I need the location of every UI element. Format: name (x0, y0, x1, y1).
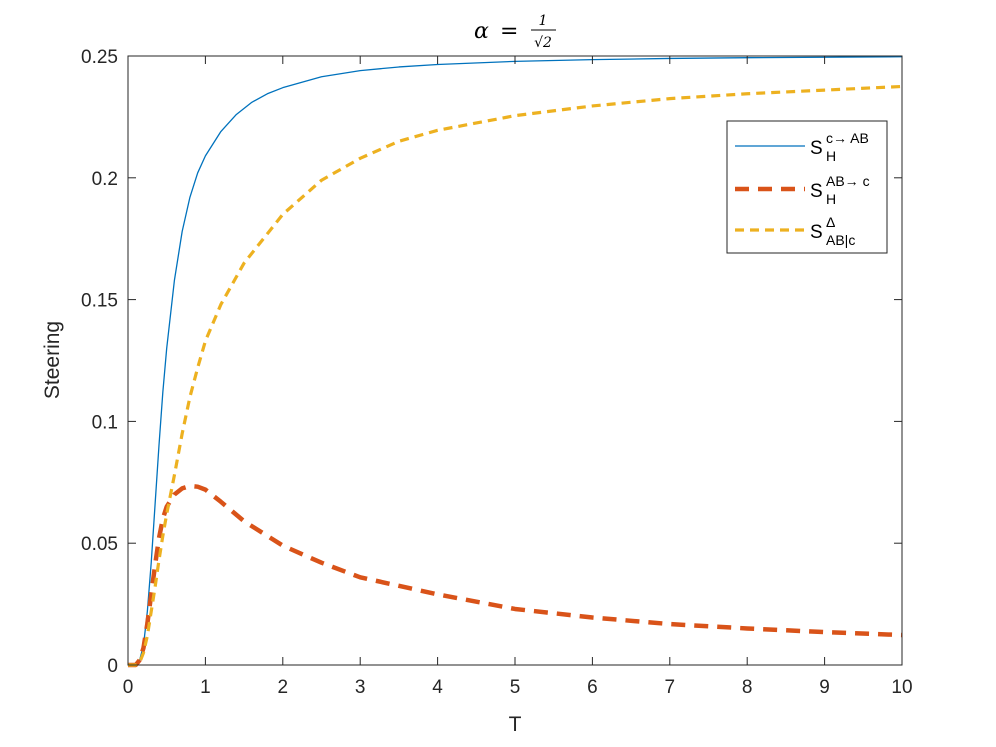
y-tick-label: 0.25 (81, 47, 118, 68)
x-tick-label: 5 (510, 677, 521, 698)
x-axis-label: T (509, 713, 522, 736)
series-line-1 (128, 56, 903, 666)
legend-label-sub-2: H (826, 191, 836, 207)
series-line-3 (128, 84, 903, 667)
y-tick-label: 0.2 (92, 169, 118, 190)
y-tick-label: 0.1 (92, 412, 118, 433)
title-equals: = (500, 19, 518, 44)
legend-label-sup-2: AB→ c (826, 173, 870, 189)
legend-label-sup-1: c→ AB (826, 130, 869, 146)
x-tick-label: 8 (742, 677, 753, 698)
y-tick-label: 0.05 (81, 534, 118, 555)
x-tick-label: 10 (891, 677, 912, 698)
x-tick-label: 3 (355, 677, 366, 698)
chart-title: α = 1 √2 (474, 13, 556, 51)
title-lhs: α (474, 19, 489, 44)
x-tick-label: 9 (819, 677, 830, 698)
title-denominator: √2 (534, 35, 552, 51)
legend-label-sup-3: Δ (826, 214, 835, 230)
series-line-2 (128, 483, 903, 668)
y-tick-label: 0.15 (81, 291, 118, 312)
y-axis-label: Steering (41, 321, 64, 399)
x-tick-label: 4 (432, 677, 443, 698)
legend-label-sub-3: AB|c (826, 232, 855, 248)
y-tick-label: 0 (107, 656, 118, 677)
plot-area (128, 56, 903, 668)
x-tick-label: 0 (123, 677, 134, 698)
axes: 0 1 2 3 4 5 6 7 8 9 10 0 0.05 0.1 0.15 0.2 0.25 (81, 47, 913, 698)
x-tick-label: 6 (587, 677, 598, 698)
x-tick-label: 2 (278, 677, 289, 698)
title-numerator: 1 (539, 13, 548, 29)
legend-label-3: S (810, 222, 823, 243)
legend-label-sub-1: H (826, 148, 836, 164)
legend-label-1: S (810, 138, 823, 159)
x-tick-label: 1 (200, 677, 211, 698)
legend-label-2: S (810, 181, 823, 202)
x-tick-label: 7 (665, 677, 676, 698)
